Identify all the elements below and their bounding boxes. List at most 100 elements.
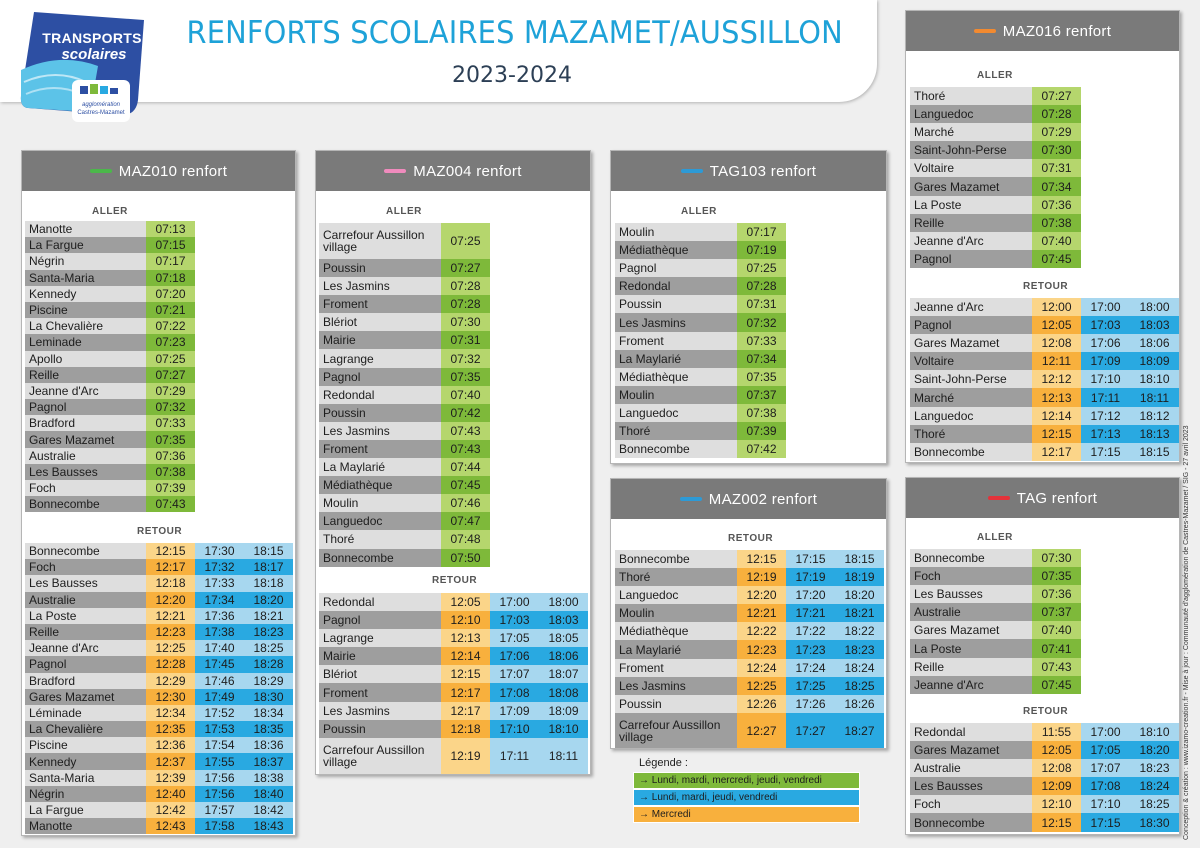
departure-time: 18:03 <box>1130 316 1179 335</box>
departure-time: 07:40 <box>1032 621 1081 640</box>
stop-name: Bonnecombe <box>910 813 1032 832</box>
departure-time: 07:21 <box>146 301 195 319</box>
departure-time: 07:28 <box>737 277 786 296</box>
stop-name: La Fargue <box>25 237 146 254</box>
line-card-maz010: MAZ010 renfort ALLER Manotte 07:13 La Farg… <box>21 150 296 836</box>
aller-label: ALLER <box>92 206 128 217</box>
departure-time: 18:00 <box>1130 298 1179 317</box>
departure-time: 07:19 <box>737 241 786 260</box>
departure-time: 07:34 <box>737 349 786 368</box>
line-name: MAZ004 renfort <box>413 162 522 180</box>
line-header: MAZ002 renfort <box>611 479 886 519</box>
retour-table: Bonnecombe 12:15 17:30 18:15 Foch 12:17 17:32 1… <box>25 543 293 835</box>
table-row: Foch 07:35 <box>910 567 1081 586</box>
line-color-swatch <box>973 29 996 33</box>
table-row: Négrin 12:40 17:56 18:40 <box>25 785 293 802</box>
departure-time: 07:46 <box>441 494 490 513</box>
table-row: Léminade 12:34 17:52 18:34 <box>25 704 293 722</box>
stop-name: Foch <box>25 480 146 497</box>
stop-name: Lagrange <box>319 349 441 368</box>
logo-line4: Castres-Mazamet <box>77 110 125 116</box>
table-row: Bradford 07:33 <box>25 415 195 432</box>
departure-time: 18:25 <box>244 640 293 657</box>
departure-time: 12:19 <box>737 568 786 587</box>
table-row: Moulin 07:37 <box>615 385 786 404</box>
table-row: Foch 07:39 <box>25 480 195 497</box>
stop-name: Voltaire <box>910 159 1032 178</box>
departure-time: 18:06 <box>1130 334 1179 353</box>
departure-time: 12:05 <box>1032 741 1081 760</box>
line-header: MAZ010 renfort <box>22 151 295 191</box>
departure-time: 12:35 <box>146 721 195 738</box>
retour-table: Redondal 12:05 17:00 18:00 Pagnol 12:10 17:03 1… <box>319 593 588 774</box>
stop-name: La Maylarié <box>615 349 737 368</box>
table-row: Gares Mazamet 12:05 17:05 18:20 <box>910 741 1179 760</box>
stop-name: Pagnol <box>25 399 146 416</box>
legend-title: Légende : <box>639 757 688 769</box>
stop-name: Bradford <box>25 415 146 432</box>
departure-time: 12:26 <box>737 694 786 713</box>
stop-name: Moulin <box>319 494 441 513</box>
stop-name: Redondal <box>910 723 1032 742</box>
departure-time: 17:05 <box>1081 741 1130 760</box>
departure-time: 07:43 <box>441 439 490 459</box>
departure-time: 07:31 <box>1032 159 1081 178</box>
table-row: Marché 07:29 <box>910 123 1081 142</box>
table-row: Foch 12:17 17:32 18:17 <box>25 559 293 576</box>
stop-name: Bonnecombe <box>910 442 1032 461</box>
table-row: Gares Mazamet 07:40 <box>910 621 1081 640</box>
table-row: Pagnol 07:45 <box>910 249 1081 268</box>
legend-item-daily: → Lundi, mardi, mercredi, jeudi, vendred… <box>633 772 860 789</box>
stop-name: Kennedy <box>25 753 146 770</box>
stop-name: Foch <box>25 559 146 576</box>
stop-name: Lagrange <box>319 629 441 648</box>
stop-name: Les Bausses <box>25 575 146 592</box>
table-row: Moulin 07:46 <box>319 494 490 513</box>
table-row: Gares Mazamet 12:08 17:06 18:06 <box>910 334 1179 353</box>
table-row: Bonnecombe 07:30 <box>910 549 1081 568</box>
table-row: Médiathèque 07:45 <box>319 476 490 495</box>
table-row: Bonnecombe 12:15 17:15 18:30 <box>910 813 1179 832</box>
departure-time: 12:29 <box>146 672 195 689</box>
departure-time: 12:40 <box>146 785 195 802</box>
stop-name: Thoré <box>615 422 737 441</box>
table-row: Poussin 12:26 17:26 18:26 <box>615 694 884 713</box>
stop-name: Australie <box>25 591 146 608</box>
stop-name: Mairie <box>319 331 441 350</box>
table-row: Thoré 07:39 <box>615 422 786 441</box>
departure-time: 17:19 <box>786 568 835 587</box>
stop-name: Négrin <box>25 785 146 802</box>
departure-time: 12:23 <box>146 623 195 641</box>
table-row: La Maylarié 12:23 17:23 18:23 <box>615 640 884 659</box>
stop-name: Carrefour Aussillon village <box>319 223 441 259</box>
table-row: Carrefour Aussillon village 12:19 17:11 18:… <box>319 737 588 774</box>
table-row: Les Jasmins 07:43 <box>319 421 490 440</box>
departure-time: 17:20 <box>786 586 835 605</box>
departure-time: 12:24 <box>737 658 786 677</box>
table-row: Mairie 12:14 17:06 18:06 <box>319 647 588 666</box>
departure-time: 12:27 <box>737 712 786 748</box>
stop-name: Redondal <box>319 593 441 612</box>
departure-time: 07:36 <box>1032 195 1081 214</box>
departure-time: 18:23 <box>835 640 884 659</box>
departure-time: 07:36 <box>146 447 195 464</box>
table-row: La Chevalière 12:35 17:53 18:35 <box>25 721 293 738</box>
table-row: Thoré 07:27 <box>910 87 1081 106</box>
departure-time: 12:12 <box>1032 370 1081 389</box>
departure-time: 07:32 <box>441 349 490 368</box>
departure-time: 17:36 <box>195 607 244 624</box>
departure-time: 17:27 <box>786 712 835 748</box>
departure-time: 18:19 <box>835 568 884 587</box>
departure-time: 12:11 <box>1032 352 1081 371</box>
departure-time: 07:20 <box>146 285 195 302</box>
table-row: Foch 12:10 17:10 18:25 <box>910 795 1179 814</box>
stop-name: Piscine <box>25 301 146 319</box>
departure-time: 17:09 <box>490 701 539 720</box>
stop-name: Jeanne d'Arc <box>25 382 146 400</box>
table-row: Kennedy 12:37 17:55 18:37 <box>25 753 293 770</box>
table-row: Redondal 07:28 <box>615 277 786 296</box>
stop-name: Les Bausses <box>910 777 1032 796</box>
stop-name: Médiathèque <box>615 622 737 641</box>
stop-name: Poussin <box>319 259 441 278</box>
table-row: La Maylarié 07:34 <box>615 349 786 368</box>
